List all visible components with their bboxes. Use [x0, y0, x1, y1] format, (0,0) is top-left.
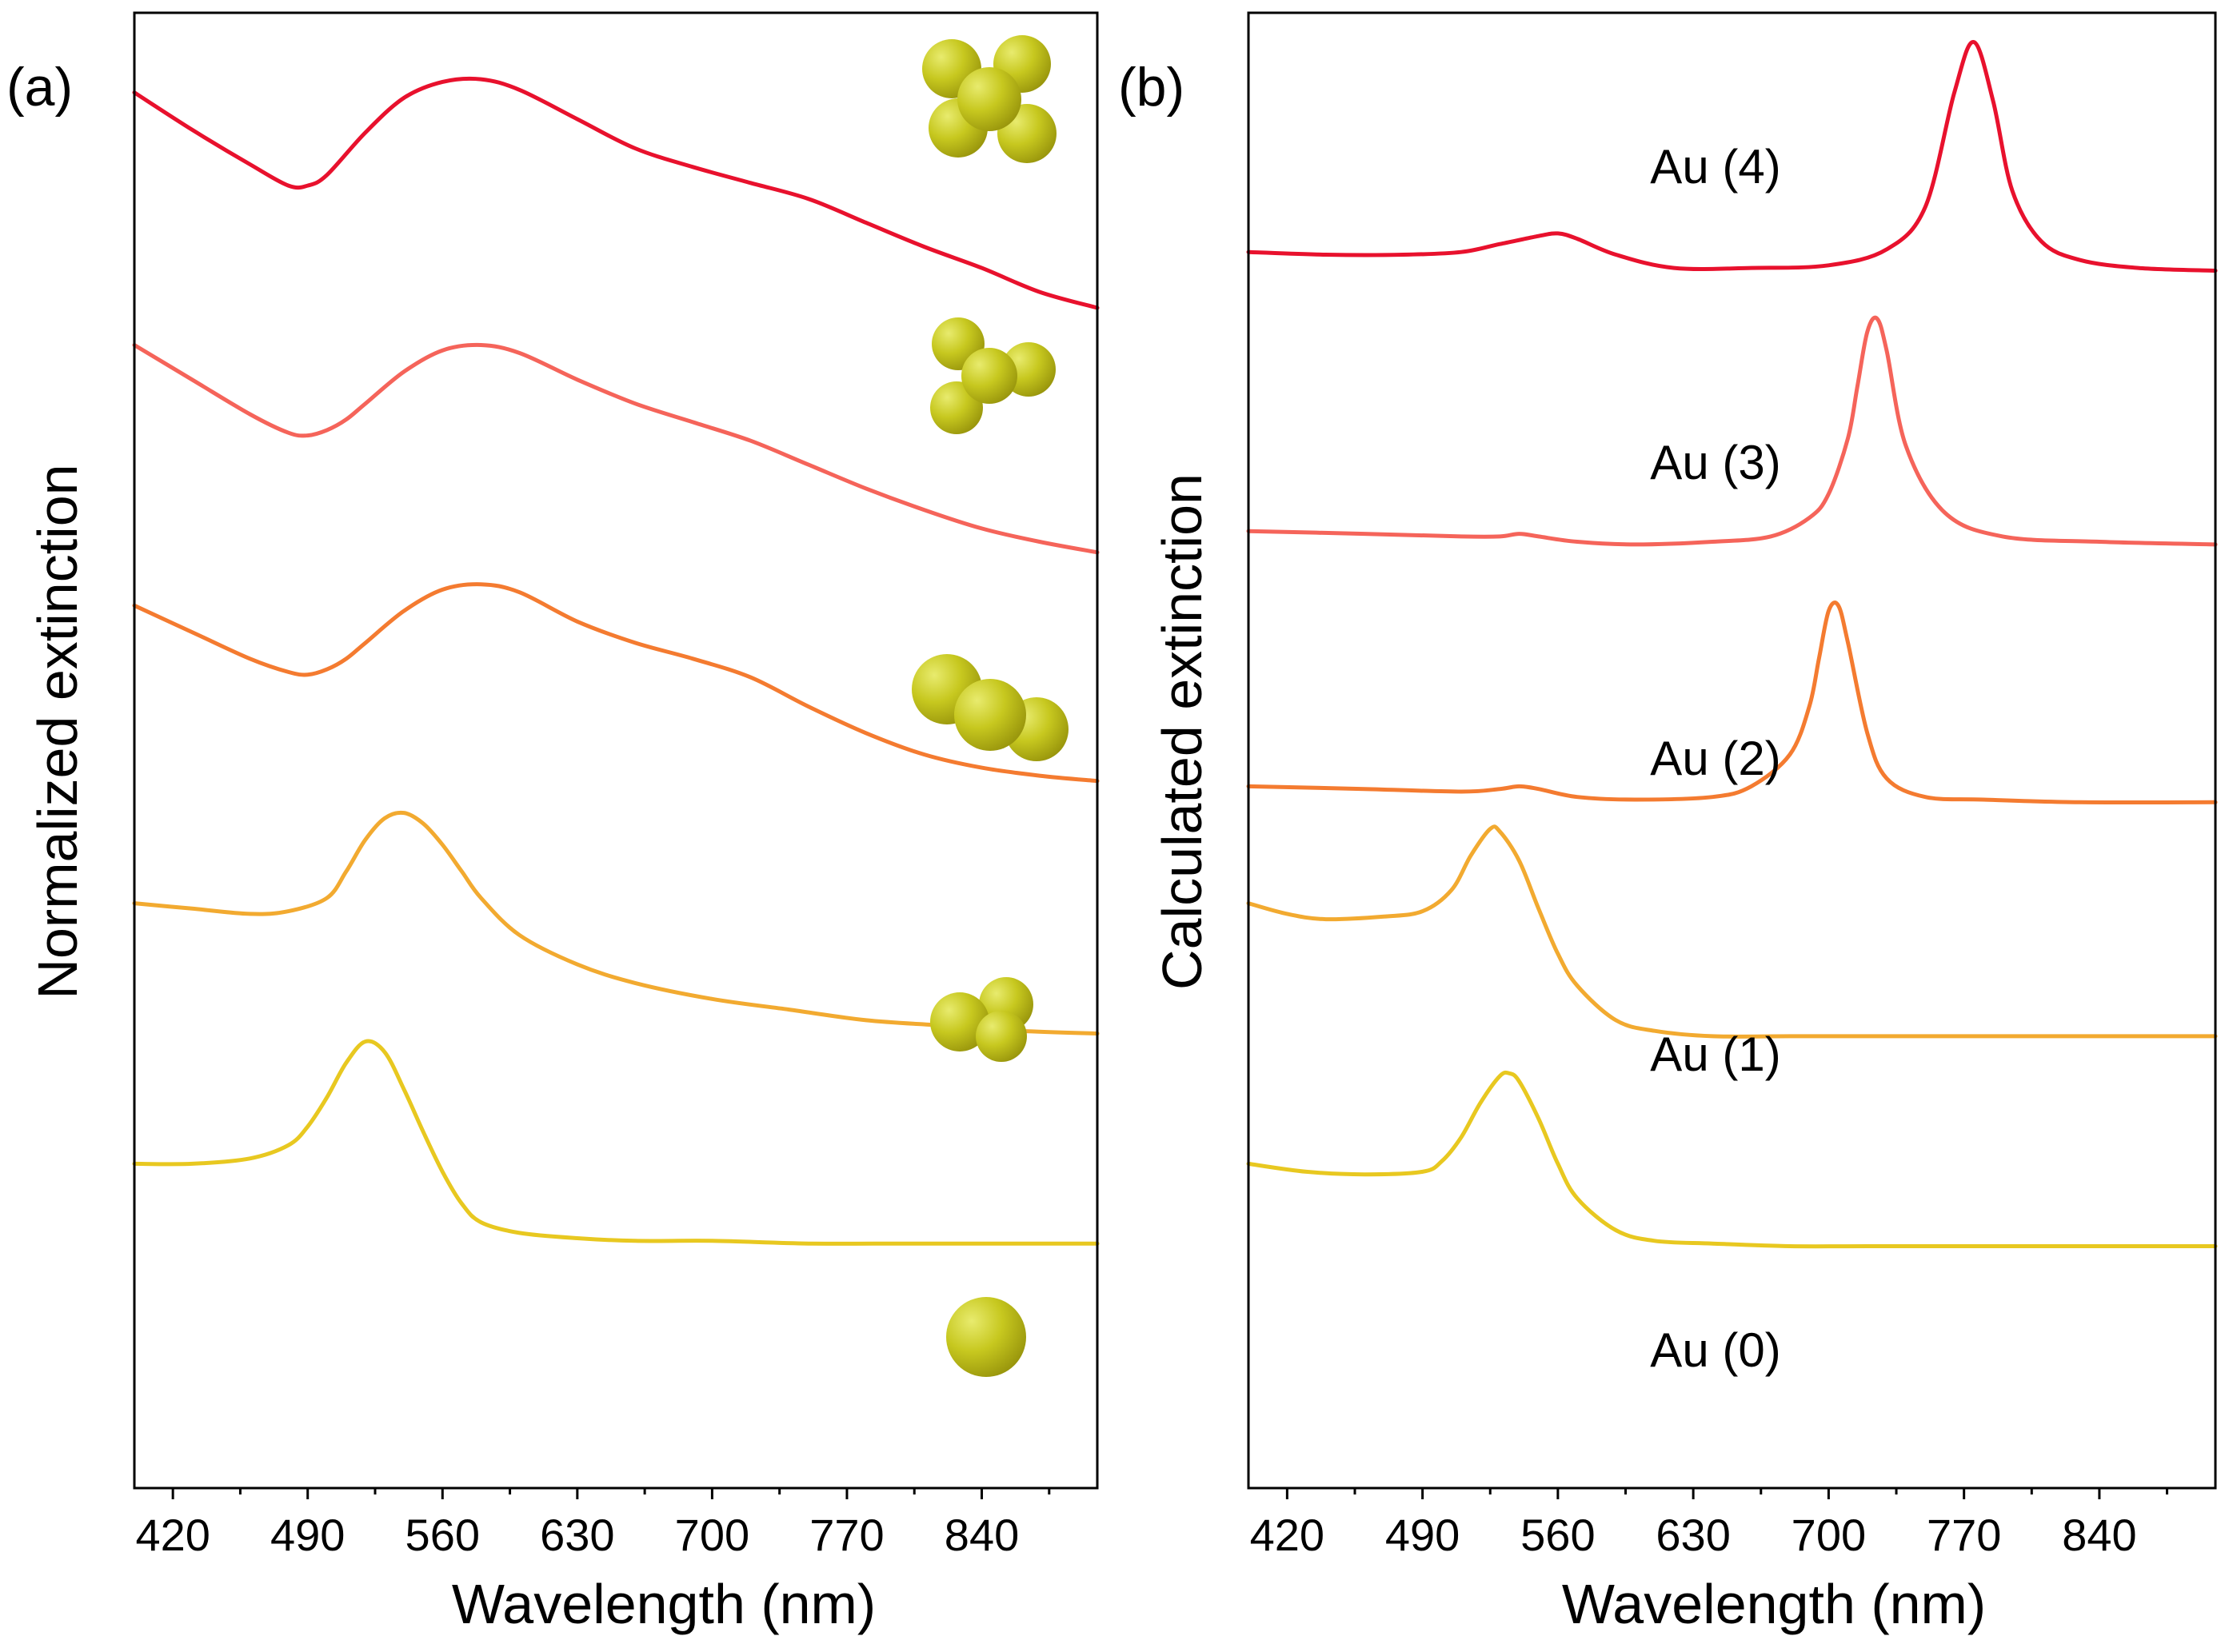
dimer-cluster-icon	[930, 977, 1033, 1062]
x-tick-label-b-420: 420	[1250, 1510, 1324, 1560]
plot-frame-b	[1247, 11, 2217, 1490]
tetramer-cluster-icon	[922, 35, 1057, 163]
series-line-b-1	[1246, 315, 2218, 547]
series-line-a-0	[132, 76, 1100, 310]
series-line-a-1	[132, 342, 1100, 555]
series-line-b-2	[1246, 601, 2218, 805]
dimer-extended-cluster-icon	[912, 654, 1069, 761]
panel-label-a: (a)	[6, 57, 73, 118]
series-label-au2: Au (2)	[1650, 732, 1780, 785]
series-line-b-0	[1246, 40, 2218, 273]
x-tick-label-a-770: 770	[809, 1510, 884, 1560]
x-ticks-a: 420 490 560 630 700 770 840	[135, 1488, 1051, 1560]
x-tick-label-b-770: 770	[1927, 1510, 2001, 1560]
x-tick-label-a-420: 420	[135, 1510, 210, 1560]
y-axis-label-b: Calculated extinction	[1151, 473, 1213, 990]
x-ticks-b: 420 490 560 630 700 770 840	[1250, 1488, 2169, 1560]
trimer-cluster-icon	[930, 317, 1056, 434]
x-tick-label-b-840: 840	[2062, 1510, 2136, 1560]
x-tick-label-a-630: 630	[540, 1510, 614, 1560]
series-line-b-4	[1246, 1070, 2218, 1249]
x-tick-label-a-560: 560	[405, 1510, 480, 1560]
y-axis-label-a: Normalized extinction	[26, 464, 89, 999]
series-line-a-4	[132, 1039, 1100, 1246]
curves-b	[1246, 40, 2218, 1249]
x-tick-label-b-560: 560	[1520, 1510, 1595, 1560]
panel-label-b: (b)	[1118, 57, 1184, 118]
sphere-icon	[946, 1297, 1026, 1377]
x-axis-label-a: Wavelength (nm)	[452, 1573, 876, 1635]
panel-b: (b) Calculated extinction Wavelength (nm…	[1118, 11, 2218, 1635]
series-line-a-3	[132, 810, 1100, 1035]
x-tick-label-a-840: 840	[945, 1510, 1019, 1560]
series-line-a-2	[132, 582, 1100, 784]
x-axis-label-b: Wavelength (nm)	[1562, 1573, 1986, 1635]
series-line-b-3	[1246, 824, 2218, 1039]
x-tick-label-a-490: 490	[270, 1510, 345, 1560]
curves-a	[132, 76, 1100, 1246]
panel-a: (a) Normalized extinction Wavelength (nm…	[6, 11, 1100, 1635]
x-tick-label-b-700: 700	[1792, 1510, 1866, 1560]
x-tick-label-a-700: 700	[675, 1510, 749, 1560]
series-label-au3: Au (3)	[1650, 436, 1780, 489]
series-label-au4: Au (4)	[1650, 140, 1780, 194]
plot-frame-a	[133, 11, 1099, 1490]
x-tick-label-b-490: 490	[1385, 1510, 1460, 1560]
x-tick-label-b-630: 630	[1656, 1510, 1730, 1560]
series-label-au0: Au (0)	[1650, 1323, 1780, 1377]
series-label-au1: Au (1)	[1650, 1028, 1780, 1081]
